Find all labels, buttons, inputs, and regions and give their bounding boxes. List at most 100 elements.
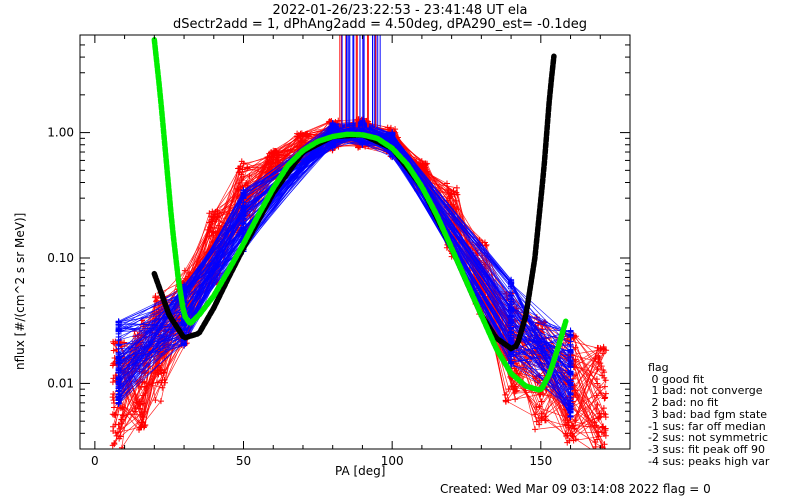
red-trace-marker xyxy=(297,132,304,139)
red-trace-marker xyxy=(209,208,216,215)
red-trace-marker xyxy=(117,405,124,412)
red-trace-marker xyxy=(109,442,116,449)
plot-frame xyxy=(79,34,631,450)
blue-trace-marker xyxy=(115,349,122,356)
blue-trace-marker xyxy=(567,371,574,378)
red-trace-marker xyxy=(571,425,578,432)
blue-trace-marker xyxy=(115,318,122,325)
blue-trace-line xyxy=(118,125,571,413)
red-trace-marker xyxy=(572,356,579,363)
red-trace-marker xyxy=(109,411,116,418)
flag-legend-item: 1 bad: not converge xyxy=(648,384,763,398)
blue-trace-line xyxy=(118,122,571,395)
red-trace-marker xyxy=(532,426,539,433)
red-trace-marker xyxy=(597,384,604,391)
x-tick-label: 150 xyxy=(529,454,552,468)
blue-trace-marker xyxy=(329,144,336,151)
blue-trace-marker xyxy=(240,203,247,210)
red-trace-marker xyxy=(603,347,610,354)
blue-trace-marker xyxy=(567,408,574,415)
blue-trace-marker xyxy=(508,332,515,339)
red-trace-marker xyxy=(141,383,148,390)
red-trace-marker xyxy=(601,383,608,390)
flag-legend-item: 3 bad: bad fgm state xyxy=(648,407,768,421)
red-trace-marker xyxy=(136,400,143,407)
red-trace-marker xyxy=(567,430,574,437)
blue-trace-marker xyxy=(240,226,247,233)
y-tick-label: 0.01 xyxy=(47,376,74,390)
red-trace-marker xyxy=(110,347,117,354)
red-trace-marker xyxy=(564,439,571,446)
blue-trace-marker xyxy=(508,306,515,313)
y-tick-label: 1.00 xyxy=(47,126,74,140)
blue-trace-marker xyxy=(508,285,515,292)
red-trace-marker xyxy=(599,372,606,379)
red-trace-marker xyxy=(447,192,454,199)
blue-trace-line xyxy=(118,124,571,417)
red-trace-marker xyxy=(604,447,606,449)
red-trace-marker xyxy=(266,166,273,173)
blue-trace-marker xyxy=(567,364,574,371)
red-trace-marker xyxy=(136,426,143,433)
blue-trace-marker xyxy=(240,220,247,227)
red-trace-marker xyxy=(453,189,460,196)
blue-trace-marker xyxy=(508,295,515,302)
red-trace-line xyxy=(113,121,600,418)
red-trace-marker xyxy=(152,397,159,404)
red-trace-marker xyxy=(510,386,517,393)
red-trace-marker xyxy=(599,350,606,357)
red-trace-marker xyxy=(597,452,603,458)
red-trace-marker xyxy=(422,161,429,168)
red-trace-marker xyxy=(502,398,509,405)
red-trace-marker xyxy=(270,147,277,154)
red-trace-marker xyxy=(155,371,162,378)
blue-trace-marker xyxy=(508,360,515,367)
green-fit-curve xyxy=(151,36,569,394)
red-trace-marker xyxy=(157,398,164,405)
red-trace-marker xyxy=(112,412,119,419)
red-trace-marker xyxy=(211,213,218,220)
blue-trace-marker xyxy=(567,348,574,355)
x-tick-label: 50 xyxy=(236,454,251,468)
blue-trace-marker xyxy=(240,189,247,196)
red-trace-marker xyxy=(272,159,279,166)
red-trace-marker xyxy=(569,433,576,440)
blue-trace-marker xyxy=(359,139,366,146)
red-trace-marker xyxy=(593,376,600,383)
red-trace-marker xyxy=(602,414,609,421)
flag-legend-item: -3 sus: fit peak off 90 xyxy=(648,442,765,456)
red-trace-marker xyxy=(270,154,277,161)
flag-legend-title: flag xyxy=(648,361,669,374)
red-trace-marker xyxy=(542,413,549,420)
red-trace-marker xyxy=(602,377,609,384)
red-trace-marker xyxy=(161,376,168,383)
blue-trace-line xyxy=(118,125,571,392)
flag-legend-item: -4 sus: peaks high var xyxy=(648,454,770,468)
y-axis-label: nflux [#/(cm^2 s sr MeV)] xyxy=(13,212,27,370)
blue-trace-marker xyxy=(567,379,574,386)
red-trace-marker xyxy=(597,346,604,353)
red-trace-marker xyxy=(424,160,431,167)
blue-trace-marker xyxy=(567,331,574,338)
blue-trace-marker xyxy=(567,356,574,363)
footer-created: Created: Wed Mar 09 03:14:08 2022 flag =… xyxy=(440,482,711,496)
red-trace-marker xyxy=(112,338,119,345)
blue-trace-line xyxy=(118,132,571,404)
blue-trace-marker xyxy=(389,133,396,140)
blue-trace-marker xyxy=(389,138,396,145)
red-trace-marker xyxy=(602,394,609,401)
blue-trace-marker xyxy=(567,400,574,407)
red-trace-marker xyxy=(161,370,168,377)
red-trace-marker xyxy=(235,165,242,172)
red-trace-marker xyxy=(239,166,246,173)
red-trace-marker xyxy=(594,447,596,449)
blue-trace-line xyxy=(118,123,571,409)
red-trace-marker xyxy=(208,229,215,236)
red-trace-marker xyxy=(242,182,249,189)
y-tick-label: 0.10 xyxy=(47,251,74,265)
blue-trace-line xyxy=(118,137,571,368)
red-trace-marker xyxy=(602,427,609,434)
red-trace-marker xyxy=(593,406,600,413)
red-trace-marker xyxy=(159,384,166,391)
red-trace-marker xyxy=(420,166,427,173)
